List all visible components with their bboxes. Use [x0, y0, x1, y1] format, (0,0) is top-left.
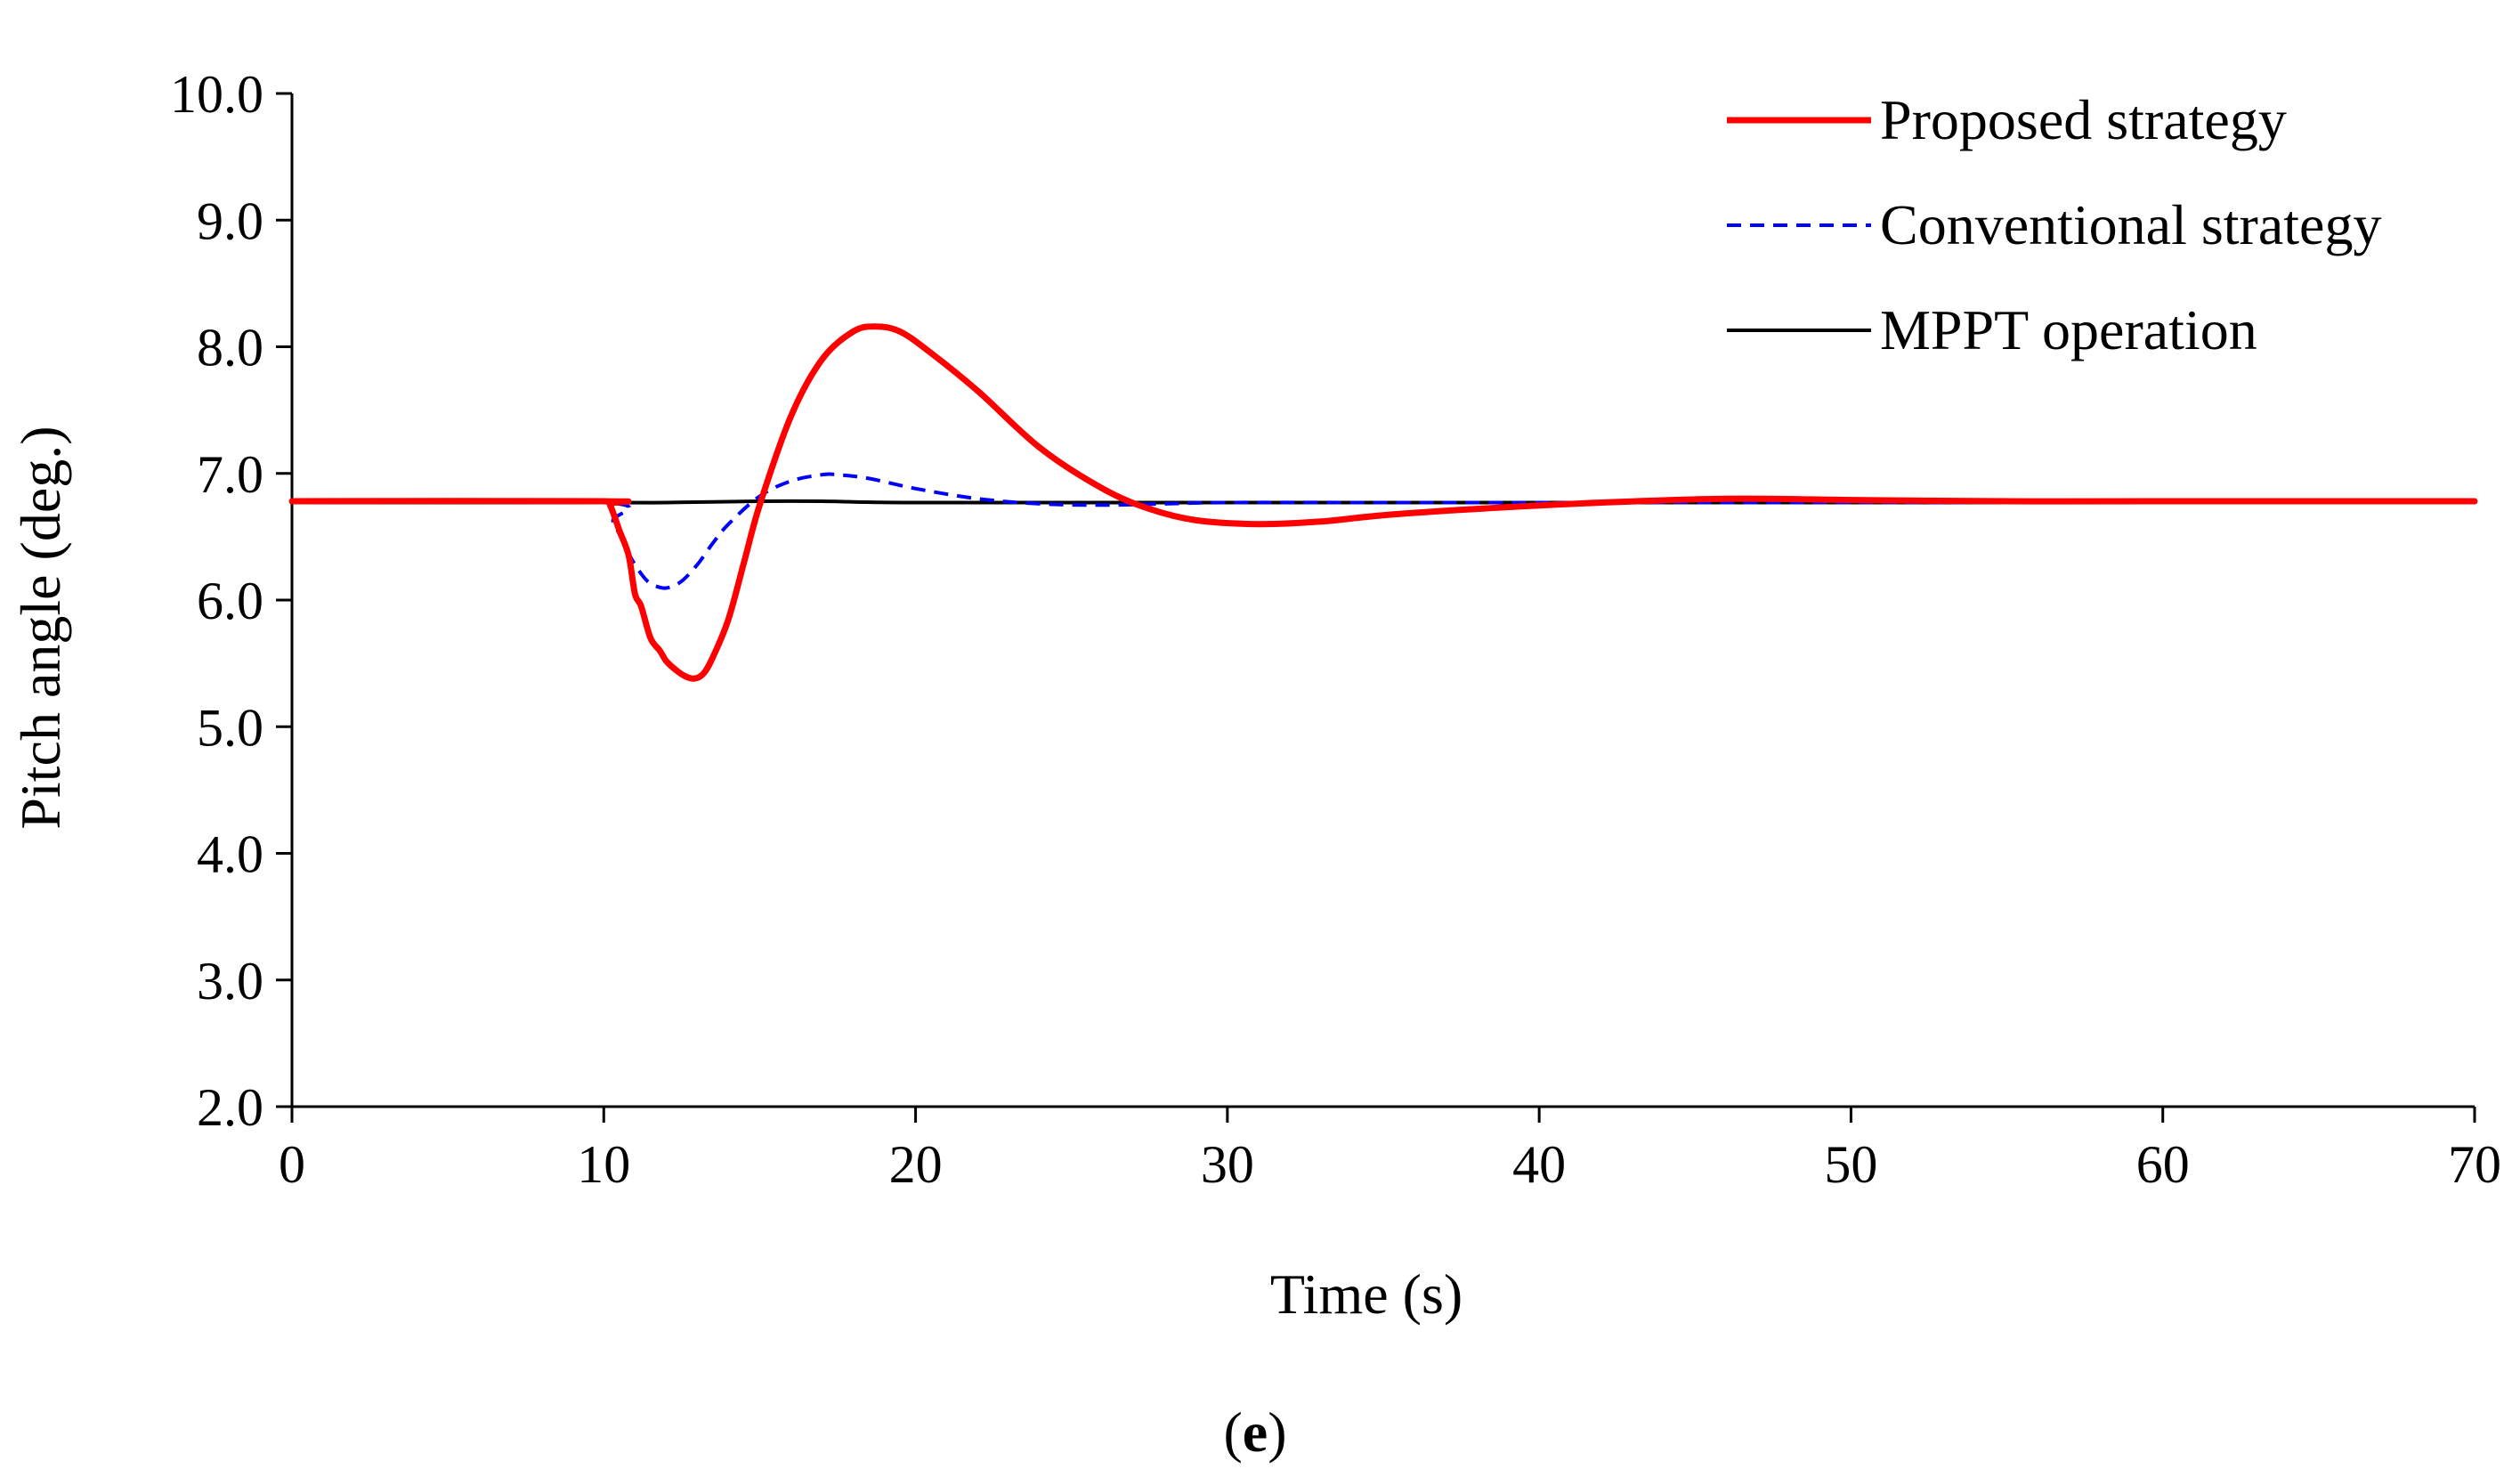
y-tick-label: 6.0	[197, 572, 263, 630]
legend-label-conventional-strategy: Conventional strategy	[1880, 193, 2381, 256]
x-tick-label: 60	[2136, 1135, 2190, 1194]
legend-label-proposed-strategy: Proposed strategy	[1880, 88, 2287, 151]
x-tick-label: 30	[1201, 1135, 1254, 1194]
y-axis-title: Pitch angle (deg.)	[9, 426, 72, 829]
y-tick-label: 8.0	[197, 319, 263, 377]
y-tick-label: 2.0	[197, 1078, 263, 1137]
y-tick-label: 10.0	[170, 65, 263, 124]
y-tick-label: 4.0	[197, 825, 263, 884]
x-tick-label: 10	[577, 1135, 630, 1194]
x-tick-label: 50	[1824, 1135, 1877, 1194]
y-tick-label: 5.0	[197, 698, 263, 757]
x-tick-label: 40	[1512, 1135, 1566, 1194]
x-tick-label: 0	[279, 1135, 305, 1194]
caption-letter: e	[1243, 1400, 1268, 1464]
series-line-proposed-strategy	[288, 323, 2478, 682]
y-tick-label: 7.0	[197, 445, 263, 504]
ticks: 2.0 3.0 4.0 5.0 6.0 7.0 8.0 9.0 10.0 0 10 20 30 40 50 6…	[170, 65, 2501, 1194]
series-layer	[288, 323, 2478, 682]
legend: Proposed strategy Conventional strategy MP…	[1727, 88, 2381, 361]
legend-label-mppt-operation: MPPT operation	[1880, 298, 2257, 361]
x-tick-label: 70	[2448, 1135, 2501, 1194]
y-tick-label: 3.0	[197, 952, 263, 1010]
caption-open-paren: (	[1223, 1400, 1242, 1464]
x-tick-label: 20	[889, 1135, 943, 1194]
figure-caption: (e)	[1223, 1400, 1286, 1464]
x-axis-title: Time (s)	[1270, 1262, 1463, 1326]
caption-close-paren: )	[1268, 1400, 1286, 1464]
y-tick-label: 9.0	[197, 191, 263, 250]
